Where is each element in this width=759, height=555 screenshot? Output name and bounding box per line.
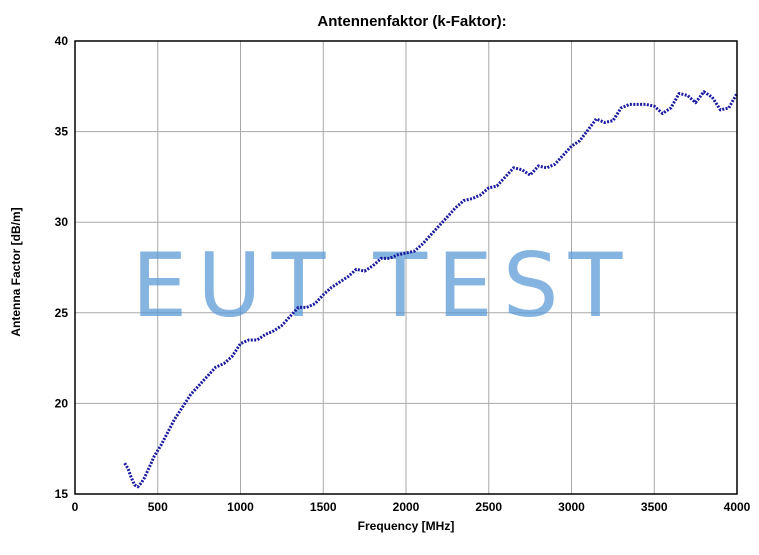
- y-tick-label: 20: [55, 396, 69, 410]
- watermark: EUT TEST: [132, 234, 633, 337]
- x-tick-label: 2500: [475, 500, 502, 514]
- y-tick-label: 15: [55, 487, 69, 501]
- x-tick-label: 1000: [227, 500, 254, 514]
- tick-labels: 0 500 1000 1500 2000 2500 3000 3500 4000 15 20 25 30…: [55, 34, 751, 514]
- x-tick-label: 500: [148, 500, 168, 514]
- y-tick-label: 25: [55, 306, 69, 320]
- x-tick-label: 3000: [558, 500, 585, 514]
- x-tick-label: 2000: [393, 500, 420, 514]
- plot-frame: [74, 40, 738, 495]
- x-tick-label: 0: [72, 500, 79, 514]
- y-tick-label: 30: [55, 215, 69, 229]
- x-tick-label: 1500: [310, 500, 337, 514]
- series-layer: [123, 90, 739, 489]
- x-tick-label: 4000: [724, 500, 751, 514]
- y-tick-label: 40: [55, 34, 69, 48]
- grid: [75, 41, 737, 494]
- x-axis-label: Frequency [MHz]: [358, 519, 455, 533]
- series-line: [123, 90, 739, 489]
- y-axis-label: Antenna Factor [dB/m]: [9, 207, 23, 336]
- y-tick-label: 35: [55, 125, 69, 139]
- x-tick-label: 3500: [641, 500, 668, 514]
- chart-title: Antennenfaktor (k-Faktor):: [317, 13, 506, 30]
